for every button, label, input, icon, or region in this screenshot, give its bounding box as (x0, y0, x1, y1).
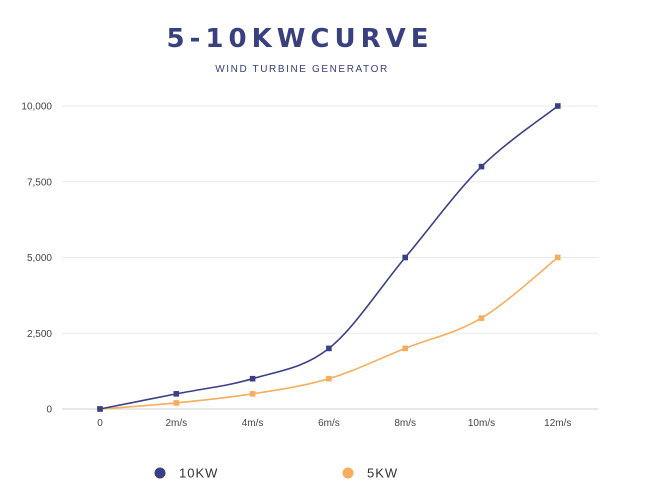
x-tick-label: 10m/s (468, 418, 495, 429)
legend-marker-5kw (342, 467, 354, 479)
series-10kw (97, 103, 561, 412)
y-tick-label: 5,000 (27, 253, 52, 264)
y-tick-label: 2,500 (27, 329, 52, 340)
x-tick-label: 6m/s (318, 418, 340, 429)
data-point-5kw (555, 254, 561, 261)
legend-label-10kw: 10KW (179, 466, 218, 481)
data-point-10kw (402, 254, 408, 261)
data-point-10kw (555, 103, 561, 109)
data-point-10kw (249, 375, 256, 382)
legend-item-10kw[interactable]: 10KW (154, 466, 219, 481)
legend-marker-10kw (154, 467, 166, 479)
series-group (97, 103, 561, 412)
legend-label-5kw: 5KW (367, 466, 398, 481)
data-point-5kw (326, 375, 332, 382)
data-point-5kw (249, 391, 256, 397)
legend: 10KW 5KW (154, 466, 399, 481)
y-tick-label: 0 (46, 405, 52, 416)
data-point-10kw (173, 391, 180, 397)
data-point-10kw (326, 345, 332, 352)
axes: 0 2,500 5,000 7,500 10,000 0 2m/s 4m/s 6m/s 8m/s 1… (21, 102, 571, 430)
x-tick-label: 2m/s (165, 418, 187, 429)
chart-title: 5-10KWCURVE (166, 24, 434, 54)
x-tick-label: 12m/s (544, 418, 571, 429)
data-point-5kw (173, 400, 180, 406)
y-tick-label: 10,000 (21, 102, 52, 113)
x-tick-label: 8m/s (394, 418, 416, 429)
data-point-5kw (478, 315, 485, 321)
data-point-10kw (97, 406, 103, 412)
data-point-5kw (402, 345, 408, 352)
gridlines (62, 105, 598, 410)
x-tick-label: 0 (97, 418, 103, 429)
x-tick-label: 4m/s (242, 418, 264, 429)
y-tick-label: 7,500 (27, 177, 52, 188)
chart-subtitle: WIND TURBINE GENERATOR (215, 64, 389, 75)
legend-item-5kw[interactable]: 5KW (342, 466, 399, 481)
data-point-10kw (478, 163, 485, 170)
